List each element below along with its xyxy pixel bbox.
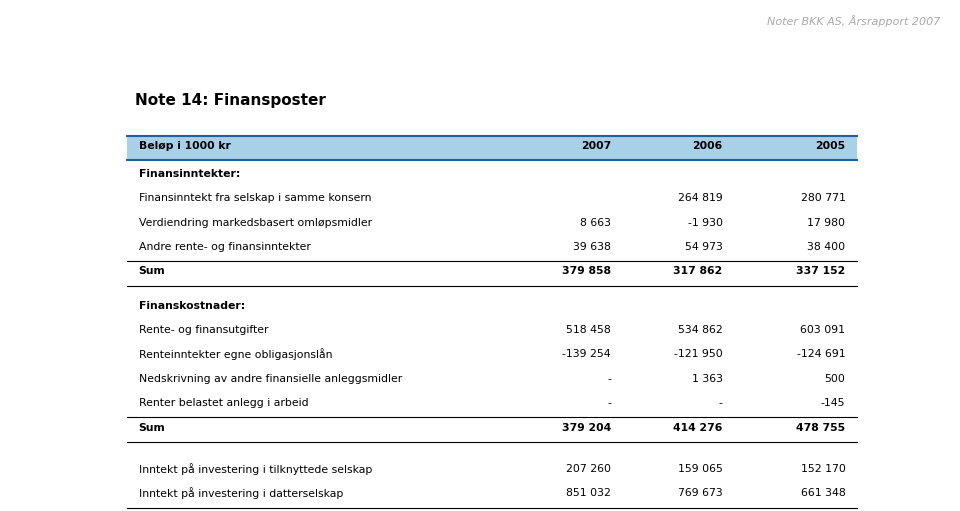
Text: Finansinntekt fra selskap i samme konsern: Finansinntekt fra selskap i samme konser… [138, 193, 372, 203]
Text: 534 862: 534 862 [678, 325, 723, 335]
Text: 8 663: 8 663 [580, 218, 611, 227]
Text: -139 254: -139 254 [563, 350, 611, 359]
Text: Finansinntekter:: Finansinntekter: [138, 169, 240, 179]
Text: -: - [719, 398, 723, 408]
Text: Andre rente- og finansinntekter: Andre rente- og finansinntekter [138, 242, 310, 252]
Text: 769 673: 769 673 [678, 489, 723, 498]
Text: Noter BKK AS, Årsrapport 2007: Noter BKK AS, Årsrapport 2007 [767, 15, 941, 27]
Text: Rente- og finansutgifter: Rente- og finansutgifter [138, 325, 268, 335]
Text: 54 973: 54 973 [684, 242, 723, 252]
Text: -124 691: -124 691 [797, 350, 846, 359]
Text: Renter belastet anlegg i arbeid: Renter belastet anlegg i arbeid [138, 398, 308, 408]
Text: 500: 500 [825, 374, 846, 384]
Text: 2006: 2006 [692, 142, 723, 151]
Text: 1 363: 1 363 [691, 374, 723, 384]
Text: 661 348: 661 348 [801, 489, 846, 498]
Text: Note 14: Finansposter: Note 14: Finansposter [134, 93, 325, 108]
Text: Nedskrivning av andre finansielle anleggsmidler: Nedskrivning av andre finansielle anlegg… [138, 374, 402, 384]
Text: 851 032: 851 032 [566, 489, 611, 498]
Text: Sum: Sum [138, 423, 165, 433]
Text: -: - [607, 398, 611, 408]
FancyBboxPatch shape [128, 136, 856, 160]
Text: 478 755: 478 755 [796, 423, 846, 433]
Text: Sum: Sum [138, 266, 165, 276]
Text: 518 458: 518 458 [566, 325, 611, 335]
Text: -: - [607, 374, 611, 384]
Text: 264 819: 264 819 [678, 193, 723, 203]
Text: 2005: 2005 [815, 142, 846, 151]
Text: Inntekt på investering i tilknyttede selskap: Inntekt på investering i tilknyttede sel… [138, 463, 372, 475]
Text: 414 276: 414 276 [673, 423, 723, 433]
Text: -145: -145 [821, 398, 846, 408]
Text: Verdiendring markedsbasert omløpsmidler: Verdiendring markedsbasert omløpsmidler [138, 218, 372, 227]
Text: -121 950: -121 950 [674, 350, 723, 359]
Text: 207 260: 207 260 [566, 464, 611, 474]
Text: 2007: 2007 [581, 142, 611, 151]
Text: Beløp i 1000 kr: Beløp i 1000 kr [138, 142, 230, 151]
Text: Finanskostnader:: Finanskostnader: [138, 300, 245, 311]
Text: Inntekt på investering i datterselskap: Inntekt på investering i datterselskap [138, 487, 343, 499]
Text: -1 930: -1 930 [687, 218, 723, 227]
Text: 379 204: 379 204 [562, 423, 611, 433]
Text: 280 771: 280 771 [801, 193, 846, 203]
Text: Renteinntekter egne obligasjonslån: Renteinntekter egne obligasjonslån [138, 349, 332, 360]
Text: 152 170: 152 170 [801, 464, 846, 474]
Text: 159 065: 159 065 [678, 464, 723, 474]
Text: 39 638: 39 638 [573, 242, 611, 252]
Text: 379 858: 379 858 [562, 266, 611, 276]
Text: 337 152: 337 152 [796, 266, 846, 276]
Text: 38 400: 38 400 [807, 242, 846, 252]
Text: 317 862: 317 862 [673, 266, 723, 276]
Text: 603 091: 603 091 [801, 325, 846, 335]
Text: 17 980: 17 980 [807, 218, 846, 227]
